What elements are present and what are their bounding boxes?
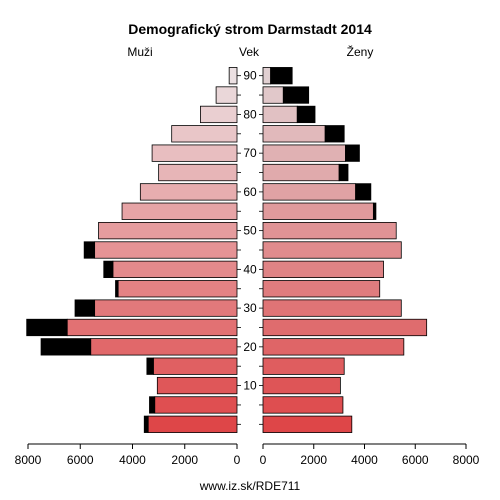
age-tick-label: 70 — [243, 146, 257, 160]
male-bar-30-34 — [94, 299, 238, 317]
female-excess-bar-55-59 — [372, 202, 377, 220]
female-excess-bar-75-79 — [324, 125, 345, 143]
male-bar-50-54 — [98, 221, 238, 240]
male-x-tick-label: 4000 — [119, 453, 146, 467]
male-excess-bar-20-24 — [40, 338, 92, 356]
female-excess-bar-80-84 — [296, 105, 316, 124]
female-bar-20-24 — [262, 338, 405, 356]
male-excess-bar-35-39 — [115, 280, 119, 298]
center-axis-label: Vek — [239, 45, 260, 59]
female-bar-60-64 — [262, 183, 357, 201]
female-x-tick-label: 6000 — [402, 453, 429, 467]
male-bar-40-44 — [112, 260, 238, 278]
male-x-tick-label: 8000 — [15, 453, 42, 467]
female-excess-bar-65-69 — [338, 163, 349, 182]
age-tick-label: 20 — [243, 340, 257, 354]
left-panel-label: Muži — [127, 45, 152, 59]
female-bar-70-74 — [262, 144, 346, 162]
age-tick-label: 30 — [243, 301, 257, 315]
female-bar-45-49 — [262, 241, 402, 259]
female-bar-10-14 — [262, 376, 341, 395]
male-excess-bar-0-4 — [143, 415, 149, 433]
source-label: www.iz.sk/RDE711 — [199, 479, 301, 493]
age-tick-label: 60 — [243, 185, 257, 199]
male-excess-bar-30-34 — [74, 299, 96, 317]
female-excess-bar-85-89 — [282, 86, 310, 104]
chart-title: Demografický strom Darmstadt 2014 — [128, 21, 372, 37]
male-excess-bar-45-49 — [83, 241, 96, 259]
female-excess-bar-60-64 — [355, 183, 372, 201]
right-panel-label: Ženy — [347, 44, 374, 59]
female-bar-15-19 — [262, 357, 345, 375]
female-bar-30-34 — [262, 299, 402, 317]
male-excess-bar-25-29 — [26, 318, 68, 337]
male-x-tick-label: 2000 — [171, 453, 198, 467]
age-tick-label: 50 — [243, 224, 257, 238]
female-bar-75-79 — [262, 125, 326, 143]
male-excess-bar-15-19 — [146, 357, 154, 375]
male-bar-0-4 — [147, 415, 238, 433]
male-bar-75-79 — [171, 125, 238, 143]
female-bar-90+ — [262, 67, 272, 85]
female-bar-40-44 — [262, 260, 384, 278]
age-tick-label: 80 — [243, 107, 257, 121]
male-bar-10-14 — [156, 376, 238, 395]
male-bar-65-69 — [158, 163, 238, 182]
female-bar-0-4 — [262, 415, 353, 433]
female-excess-bar-90+ — [270, 67, 293, 85]
male-bar-55-59 — [121, 202, 238, 220]
male-excess-bar-5-9 — [149, 396, 156, 414]
female-x-tick-label: 0 — [260, 453, 267, 467]
female-bar-85-89 — [262, 86, 284, 104]
male-bar-5-9 — [154, 396, 238, 414]
female-bar-5-9 — [262, 396, 344, 414]
female-bar-65-69 — [262, 163, 340, 182]
male-bar-85-89 — [215, 86, 238, 104]
male-bar-25-29 — [66, 318, 238, 337]
male-excess-bar-40-44 — [103, 260, 114, 278]
male-x-tick-label: 6000 — [67, 453, 94, 467]
male-bar-90+ — [228, 67, 238, 85]
female-x-tick-label: 4000 — [351, 453, 378, 467]
female-x-tick-label: 8000 — [453, 453, 480, 467]
male-bar-70-74 — [151, 144, 238, 162]
male-bar-15-19 — [152, 357, 238, 375]
axes-group: 10 20 30 40 50 60 70 80 90 8000 8000 6000 6000 4000 40… — [15, 69, 480, 467]
male-bar-80-84 — [200, 105, 238, 124]
male-bar-45-49 — [94, 241, 238, 259]
male-bar-35-39 — [117, 280, 238, 298]
age-tick-label: 10 — [243, 379, 257, 393]
age-tick-label: 90 — [243, 69, 257, 83]
female-excess-bar-70-74 — [345, 144, 360, 162]
bars-group — [26, 67, 428, 433]
age-tick-label: 40 — [243, 262, 257, 276]
female-bar-25-29 — [262, 318, 428, 337]
male-x-tick-label: 0 — [234, 453, 241, 467]
female-bar-50-54 — [262, 221, 397, 240]
female-bar-35-39 — [262, 280, 381, 298]
male-bar-60-64 — [139, 183, 238, 201]
female-bar-80-84 — [262, 105, 298, 124]
female-x-tick-label: 2000 — [300, 453, 327, 467]
female-bar-55-59 — [262, 202, 374, 220]
male-bar-20-24 — [90, 338, 238, 356]
